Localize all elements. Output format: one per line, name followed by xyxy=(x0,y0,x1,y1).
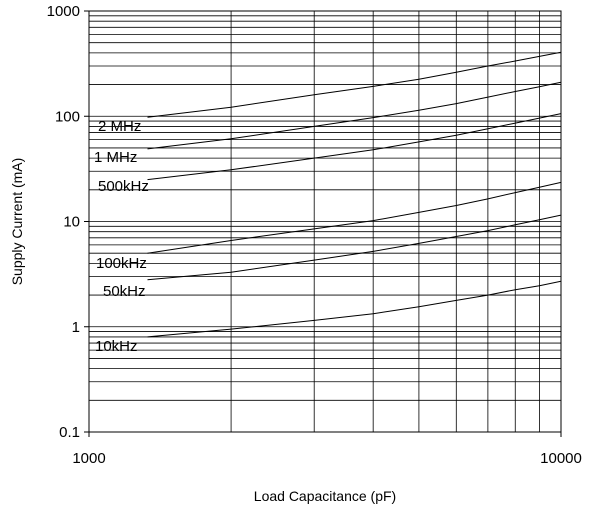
series-line-1mhz xyxy=(147,81,562,150)
grid xyxy=(89,11,561,432)
axis-ticks: 0.1 1 10 100 1000 1000 10000 xyxy=(47,3,582,467)
series-line-50khz xyxy=(147,214,562,281)
series-label: 2 MHz xyxy=(98,118,141,135)
y-tick-label: 1000 xyxy=(47,3,80,20)
x-axis-label: Load Capacitance (pF) xyxy=(254,488,396,504)
series-line-500khz xyxy=(147,113,562,181)
series-labels: 2 MHz 1 MHz 500kHz 100kHz 50kHz 10kHz xyxy=(94,118,149,355)
series-line-100khz xyxy=(147,181,562,254)
x-tick-label: 10000 xyxy=(540,450,582,467)
x-tick-label: 1000 xyxy=(72,450,105,467)
series-label: 500kHz xyxy=(98,178,149,195)
series-label: 50kHz xyxy=(103,283,146,300)
y-axis-label: Supply Current (mA) xyxy=(9,158,25,286)
y-tick-label: 1 xyxy=(72,319,80,336)
series-label: 1 MHz xyxy=(94,149,137,166)
y-tick-label: 10 xyxy=(63,214,80,231)
y-tick-label: 100 xyxy=(55,108,80,125)
series-label: 10kHz xyxy=(95,338,138,355)
series-line-2mhz xyxy=(147,51,562,118)
series-lines xyxy=(147,51,562,338)
y-tick-label: 0.1 xyxy=(59,424,80,441)
series-line-10khz xyxy=(147,280,562,338)
series-label: 100kHz xyxy=(96,255,147,272)
